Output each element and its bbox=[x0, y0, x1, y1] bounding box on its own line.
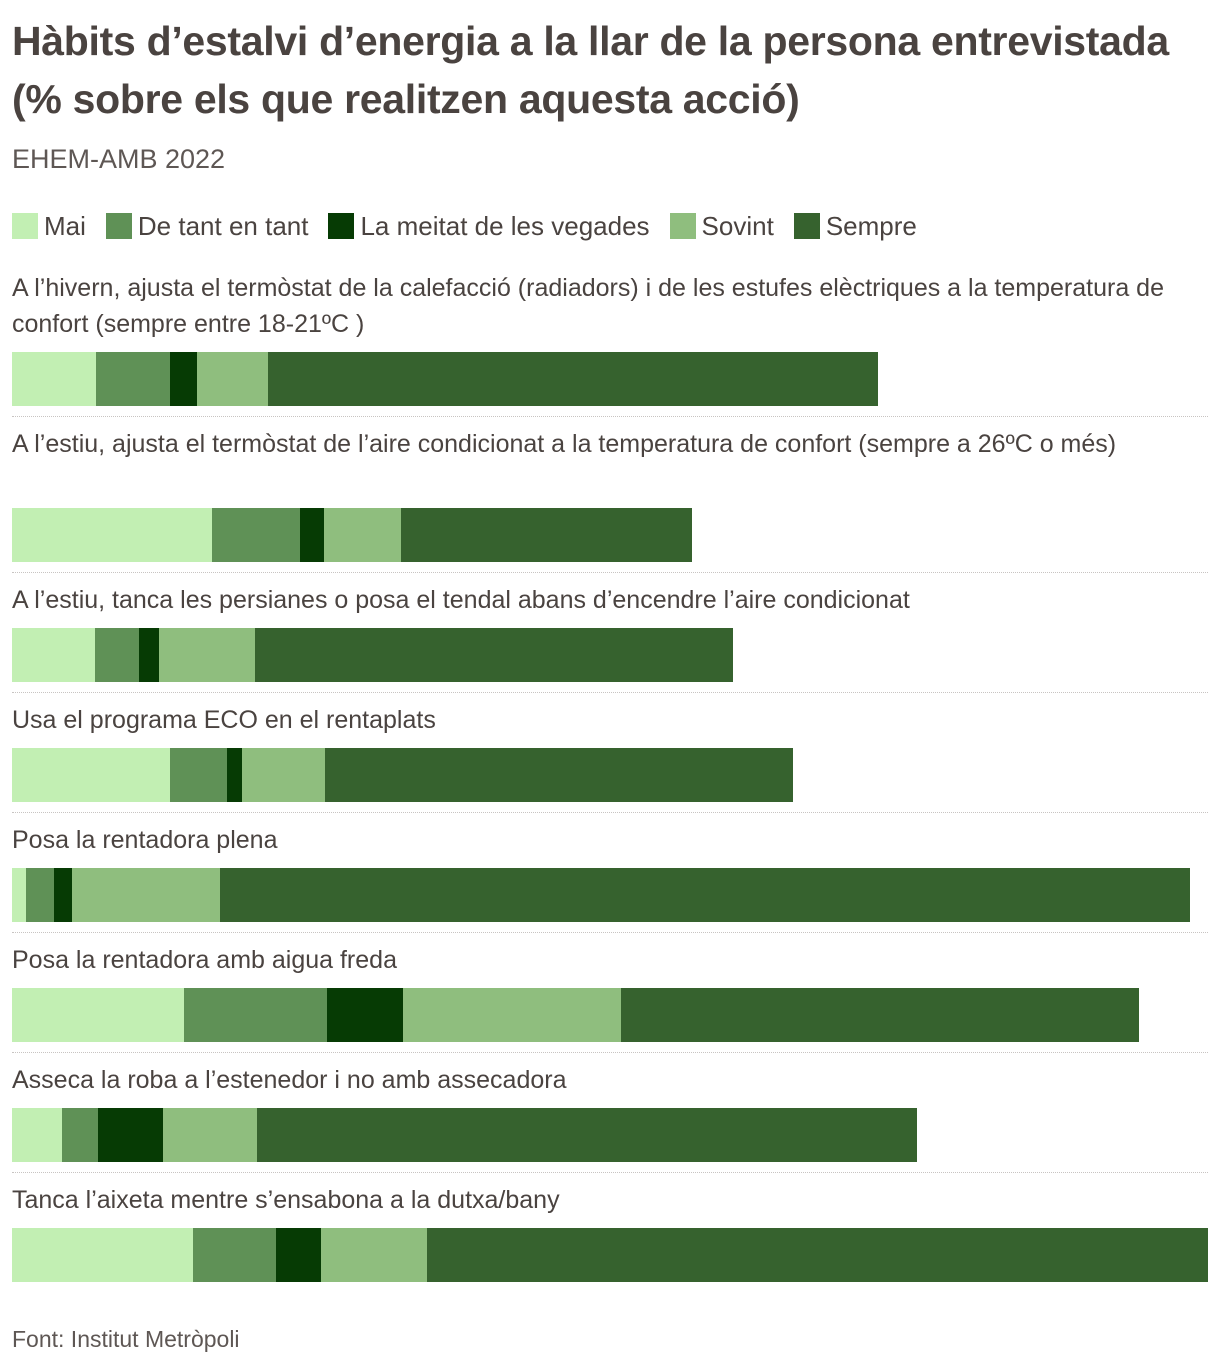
bar-segment bbox=[159, 628, 255, 682]
row-divider bbox=[12, 572, 1208, 573]
legend-swatch bbox=[669, 213, 696, 239]
bar-segment bbox=[211, 508, 301, 562]
bar-segment bbox=[197, 352, 268, 406]
bar-segment bbox=[227, 748, 242, 802]
bar-segment bbox=[169, 352, 198, 406]
bar-segment bbox=[427, 1228, 1208, 1282]
row-divider bbox=[12, 812, 1208, 813]
stacked-bar bbox=[12, 868, 1191, 922]
row-divider bbox=[12, 416, 1208, 417]
bar-segment bbox=[162, 1108, 258, 1162]
bar-segment bbox=[620, 988, 1139, 1042]
row-divider bbox=[12, 692, 1208, 693]
row-divider bbox=[12, 1052, 1208, 1053]
bar-segment bbox=[12, 988, 185, 1042]
legend-label: La meitat de les vegades bbox=[360, 211, 650, 241]
bar-segment bbox=[192, 1228, 277, 1282]
legend-swatch bbox=[328, 213, 355, 239]
stacked-bar bbox=[12, 988, 1139, 1042]
stacked-bar bbox=[12, 628, 734, 682]
bar-segment bbox=[12, 1108, 63, 1162]
bar-segment bbox=[324, 508, 401, 562]
bar-segment bbox=[220, 868, 1191, 922]
bar-segment bbox=[403, 988, 621, 1042]
bar-segment bbox=[184, 988, 327, 1042]
bar-segment bbox=[276, 1228, 321, 1282]
chart-title: Hàbits d’estalvi d’energia a la llar de … bbox=[12, 18, 1169, 122]
legend-swatch bbox=[12, 213, 38, 239]
bar-category-label: A l’hivern, ajusta el termòstat de la ca… bbox=[12, 274, 1164, 338]
bar-segment bbox=[257, 1108, 918, 1162]
legend-label: Sovint bbox=[701, 211, 774, 241]
legend-item: La meitat de les vegades bbox=[328, 208, 650, 244]
bar-segment bbox=[12, 1228, 193, 1282]
row-divider bbox=[12, 1172, 1208, 1173]
bar-segment bbox=[62, 1108, 99, 1162]
bar-segment bbox=[12, 628, 95, 682]
bar-segment bbox=[300, 508, 325, 562]
bar-segment bbox=[12, 868, 27, 922]
stacked-bar bbox=[12, 748, 793, 802]
bar-category-label: Posa la rentadora plena bbox=[12, 826, 278, 854]
bar-category-label: A l’estiu, ajusta el termòstat de l’aire… bbox=[12, 430, 1117, 458]
stacked-bar bbox=[12, 352, 878, 406]
bar-category-label: Posa la rentadora amb aigua freda bbox=[12, 946, 397, 974]
legend-label: Mai bbox=[44, 211, 86, 241]
bar-segment bbox=[138, 628, 160, 682]
bar-segment bbox=[12, 748, 170, 802]
bar-segment bbox=[320, 1228, 427, 1282]
bar-segment bbox=[71, 868, 221, 922]
bar-segment bbox=[325, 748, 793, 802]
bar-segment bbox=[169, 748, 228, 802]
legend-label: De tant en tant bbox=[137, 211, 309, 241]
legend-item: De tant en tant bbox=[105, 208, 309, 244]
chart-source: Font: Institut Metròpoli bbox=[12, 1326, 240, 1352]
chart-legend: Mai De tant en tant La meitat de les vegad… bbox=[12, 208, 937, 244]
bar-category-label: Tanca l’aixeta mentre s’ensabona a la du… bbox=[12, 1186, 560, 1214]
legend-label: Sempre bbox=[825, 211, 917, 241]
bar-segment bbox=[26, 868, 54, 922]
bar-segment bbox=[95, 352, 170, 406]
bar-segment bbox=[241, 748, 326, 802]
bar-segment bbox=[400, 508, 693, 562]
row-divider bbox=[12, 932, 1208, 933]
legend-item: Mai bbox=[12, 208, 86, 244]
bar-segment bbox=[98, 1108, 163, 1162]
chart-subtitle: EHEM-AMB 2022 bbox=[12, 144, 226, 174]
bar-category-label: A l’estiu, tanca les persianes o posa el… bbox=[12, 586, 910, 614]
legend-item: Sempre bbox=[793, 208, 917, 244]
bar-segment bbox=[94, 628, 139, 682]
bar-segment bbox=[326, 988, 404, 1042]
bar-segment bbox=[254, 628, 734, 682]
legend-item: Sovint bbox=[669, 208, 774, 244]
bar-category-label: Usa el programa ECO en el rentaplats bbox=[12, 706, 436, 734]
stacked-bar bbox=[12, 508, 693, 562]
bar-segment bbox=[12, 352, 96, 406]
stacked-bar bbox=[12, 1108, 918, 1162]
bar-segment bbox=[12, 508, 212, 562]
bar-category-label: Asseca la roba a l’estenedor i no amb as… bbox=[12, 1066, 567, 1094]
stacked-bar bbox=[12, 1228, 1208, 1282]
legend-swatch bbox=[105, 213, 132, 239]
bar-segment bbox=[53, 868, 72, 922]
legend-swatch bbox=[793, 213, 820, 239]
bar-segment bbox=[267, 352, 878, 406]
